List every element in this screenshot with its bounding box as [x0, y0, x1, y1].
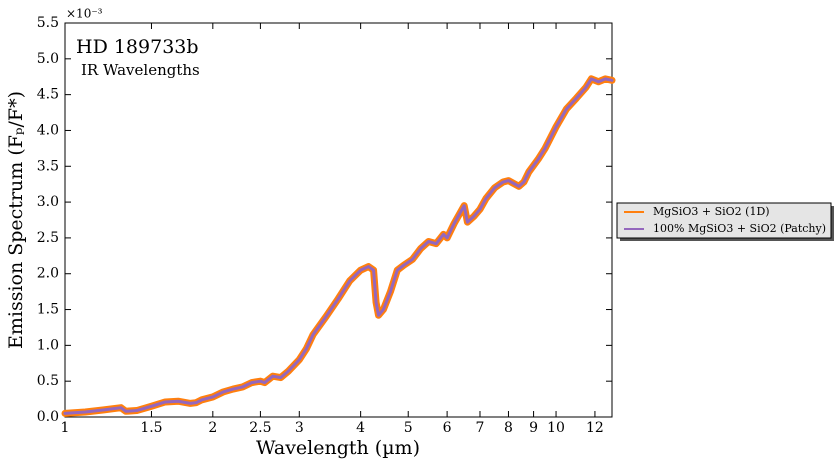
- chart-title: HD 189733b: [76, 36, 199, 58]
- y-tick-label: 4.5: [37, 87, 59, 103]
- plot-frame: [64, 22, 613, 418]
- x-tick-label: 12: [586, 420, 604, 436]
- y-offset-label: ×10⁻³: [66, 7, 103, 21]
- x-tick-label: 2.5: [249, 420, 271, 436]
- x-tick-label: 2: [208, 420, 217, 436]
- x-tick-label: 9: [529, 420, 538, 436]
- legend-label: 100% MgSiO3 + SiO2 (Patchy): [653, 222, 826, 235]
- x-tick-label: 10: [547, 420, 565, 436]
- y-tick-label: 2.5: [37, 230, 59, 246]
- x-tick-label: 4: [356, 420, 365, 436]
- y-tick-label: 0.0: [37, 409, 59, 425]
- legend-box: [616, 202, 832, 239]
- y-tick-label: 1.5: [37, 302, 59, 318]
- y-tick-label: 5.0: [37, 51, 59, 67]
- x-tick-label: 5: [404, 420, 413, 436]
- x-axis-label: Wavelength (µm): [256, 437, 420, 459]
- y-tick-label: 3.5: [37, 158, 59, 174]
- x-tick-label: 3: [295, 420, 304, 436]
- chart-subtitle: IR Wavelengths: [81, 61, 200, 79]
- x-tick-label: 8: [504, 420, 513, 436]
- y-axis-label: Emission Spectrum (Fₚ/F*): [5, 91, 27, 349]
- legend-label: MgSiO3 + SiO2 (1D): [653, 205, 770, 218]
- x-tick-label: 7: [476, 420, 485, 436]
- series-line: [63, 77, 614, 415]
- y-tick-label: 3.0: [37, 194, 59, 210]
- x-tick-label: 1.5: [140, 420, 162, 436]
- x-tick-label: 1: [61, 420, 70, 436]
- y-tick-label: 1.0: [37, 337, 59, 353]
- y-tick-label: 2.0: [37, 266, 59, 282]
- legend: MgSiO3 + SiO2 (1D) 100% MgSiO3 + SiO2 (Pa…: [616, 202, 834, 241]
- y-tick-label: 0.5: [37, 373, 59, 389]
- x-tick-label: 6: [443, 420, 452, 436]
- y-tick-label: 5.5: [37, 15, 59, 31]
- y-tick-label: 4.0: [37, 122, 59, 138]
